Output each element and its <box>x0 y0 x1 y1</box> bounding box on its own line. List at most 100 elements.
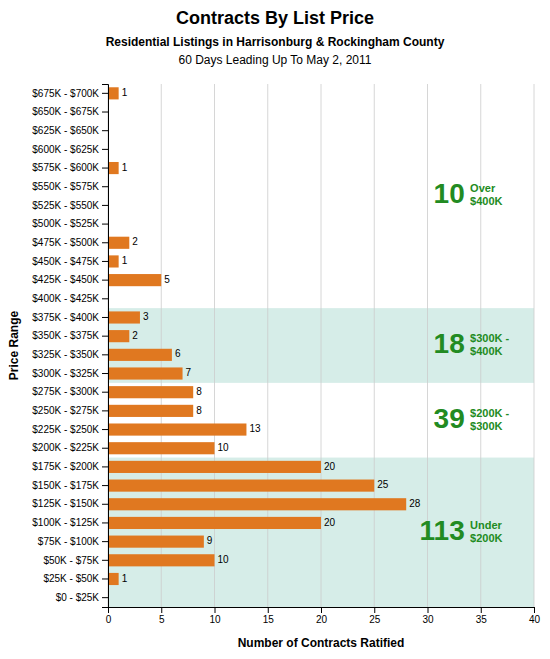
y-tick-label: $225K - $250K <box>32 424 99 435</box>
x-axis-title: Number of Contracts Ratified <box>238 636 405 650</box>
y-tick: $200K - $225K <box>32 442 108 453</box>
annotation-number: 39 <box>434 403 465 434</box>
data-label: 28 <box>409 498 421 509</box>
y-tick-mark <box>102 168 108 169</box>
y-tick: $625K - $650K <box>32 125 108 136</box>
data-label: 7 <box>186 367 192 378</box>
y-tick-label: $325K - $350K <box>32 349 99 360</box>
annotations: 10Over$400K18$300K -$400K39$200K -$300K1… <box>420 178 510 545</box>
x-axis: 0510152025303540 <box>106 607 541 625</box>
data-label: 20 <box>324 461 336 472</box>
y-tick-label: $25K - $50K <box>43 573 99 584</box>
y-tick-label: $475K - $500K <box>32 237 99 248</box>
y-tick: $450K - $475K <box>32 256 108 267</box>
y-tick: $650K - $675K <box>32 106 108 117</box>
bar <box>108 405 193 417</box>
y-tick-label: $500K - $525K <box>32 218 99 229</box>
y-tick: $75K - $100K <box>38 536 108 547</box>
y-tick: $325K - $350K <box>32 349 108 360</box>
bar <box>108 573 119 585</box>
y-tick-mark <box>102 298 108 299</box>
y-tick-label: $300K - $325K <box>32 368 99 379</box>
y-tick: $125K - $150K <box>32 498 108 509</box>
y-tick-mark <box>102 578 108 579</box>
y-tick-mark <box>102 93 108 94</box>
x-tick-mark <box>374 607 375 613</box>
y-tick: $675K - $700K <box>32 88 108 99</box>
x-tick-label: 5 <box>159 614 165 625</box>
y-tick-mark <box>102 504 108 505</box>
y-tick-mark <box>102 112 108 113</box>
data-labels: 112153267881310202528209101 <box>122 87 421 584</box>
y-tick-mark <box>102 354 108 355</box>
y-tick-label: $375K - $400K <box>32 312 99 323</box>
annotation-number: 10 <box>434 178 465 209</box>
x-tick: 10 <box>209 607 221 625</box>
y-tick-label: $50K - $75K <box>43 555 99 566</box>
data-label: 6 <box>175 348 181 359</box>
annotation-label: Under$200K <box>470 519 503 544</box>
y-tick-mark <box>102 186 108 187</box>
x-tick: 35 <box>476 607 488 625</box>
data-label: 2 <box>132 236 138 247</box>
data-label: 1 <box>122 573 128 584</box>
subtitle: Residential Listings in Harrisonburg & R… <box>106 35 445 49</box>
x-axis-line <box>109 608 535 614</box>
x-tick: 5 <box>159 607 165 625</box>
x-tick-label: 20 <box>316 614 328 625</box>
y-tick: $350K - $375K <box>32 330 108 341</box>
y-tick-mark <box>102 205 108 206</box>
y-tick-mark <box>102 149 108 150</box>
x-tick-mark <box>268 607 269 613</box>
y-tick-label: $450K - $475K <box>32 256 99 267</box>
annotation-number: 113 <box>420 515 465 546</box>
subtitle: 60 Days Leading Up To May 2, 2011 <box>178 53 371 67</box>
data-label: 1 <box>122 255 128 266</box>
x-tick: 0 <box>106 607 112 625</box>
y-tick-label: $600K - $625K <box>32 144 99 155</box>
y-tick: $500K - $525K <box>32 218 108 229</box>
y-tick-label: $275K - $300K <box>32 386 99 397</box>
chart: Contracts By List Price Residential Listi… <box>0 0 550 659</box>
title: Contracts By List Price <box>176 8 374 28</box>
x-tick-label: 10 <box>209 614 221 625</box>
bar <box>108 498 406 510</box>
y-tick-mark <box>102 485 108 486</box>
x-tick-label: 15 <box>263 614 275 625</box>
y-tick: $25K - $50K <box>43 573 108 584</box>
data-label: 8 <box>196 386 202 397</box>
grid <box>108 84 534 607</box>
x-tick-mark <box>481 607 482 613</box>
y-tick-label: $525K - $550K <box>32 200 99 211</box>
data-label: 10 <box>218 554 230 565</box>
x-tick-label: 30 <box>422 614 434 625</box>
bar <box>108 274 161 286</box>
bar <box>108 311 140 323</box>
y-tick: $425K - $450K <box>32 274 108 285</box>
y-tick-label: $575K - $600K <box>32 162 99 173</box>
y-tick-label: $400K - $425K <box>32 293 99 304</box>
y-axis-line <box>102 85 109 608</box>
y-tick-label: $100K - $125K <box>32 517 99 528</box>
bar <box>108 554 215 566</box>
y-tick-mark <box>102 373 108 374</box>
y-tick-mark <box>102 541 108 542</box>
bar <box>108 480 374 492</box>
bar <box>108 442 215 454</box>
data-label: 2 <box>132 330 138 341</box>
y-tick-label: $425K - $450K <box>32 274 99 285</box>
y-tick: $600K - $625K <box>32 144 108 155</box>
y-tick: $275K - $300K <box>32 386 108 397</box>
y-tick: $0 - $25K <box>56 592 108 603</box>
y-tick-mark <box>102 448 108 449</box>
bars <box>108 87 406 585</box>
data-label: 9 <box>207 535 213 546</box>
x-tick: 25 <box>369 607 381 625</box>
bar <box>108 536 204 548</box>
y-tick: $250K - $275K <box>32 405 108 416</box>
data-label: 1 <box>122 162 128 173</box>
y-tick-mark <box>102 242 108 243</box>
grid-line <box>534 84 535 607</box>
y-tick-label: $550K - $575K <box>32 181 99 192</box>
bar <box>108 517 321 529</box>
